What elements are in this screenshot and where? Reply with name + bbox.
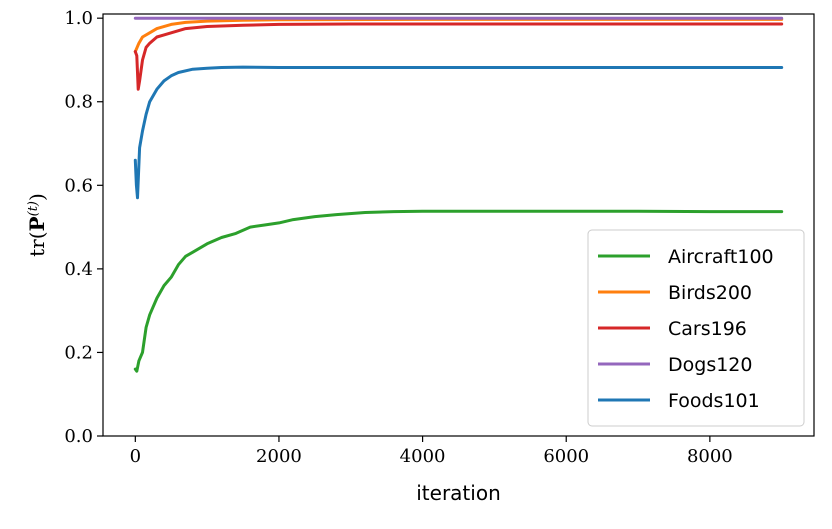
legend-label: Foods101: [668, 390, 760, 412]
y-tick-label: 0.2: [64, 342, 93, 363]
plot-frame: [102, 13, 815, 437]
x-tick-label: 4000: [400, 446, 446, 467]
legend: Aircraft100 Birds200 Cars196 Dogs120 Foods10…: [587, 229, 805, 427]
y-tick-label: 0.4: [64, 259, 93, 280]
x-axis: 0 2000 4000 6000 8000: [130, 436, 733, 467]
series-line-cars196: [133, 22, 784, 91]
legend-label: Dogs120: [668, 354, 752, 376]
x-axis-label: iteration: [416, 481, 501, 505]
x-tick-label: 6000: [543, 446, 589, 467]
series-line-aircraft100: [133, 209, 784, 373]
series-line-foods101: [133, 65, 784, 200]
y-tick-label: 1.0: [64, 8, 93, 29]
legend-box: [587, 229, 805, 427]
x-tick-label: 8000: [687, 446, 733, 467]
x-tick-label: 2000: [256, 446, 302, 467]
legend-label: Cars196: [668, 318, 747, 340]
y-tick-label: 0.8: [64, 92, 93, 113]
x-tick-label: 0: [130, 446, 141, 467]
y-tick-label: 0.0: [64, 426, 93, 447]
legend-label: Birds200: [668, 282, 752, 304]
y-axis: 0.0 0.2 0.4 0.6 0.8 1.0: [64, 8, 103, 447]
y-axis-label: tr(P(t)): [25, 193, 49, 257]
legend-label: Aircraft100: [668, 246, 774, 268]
y-tick-label: 0.6: [64, 175, 93, 196]
series-layer: [133, 16, 784, 373]
